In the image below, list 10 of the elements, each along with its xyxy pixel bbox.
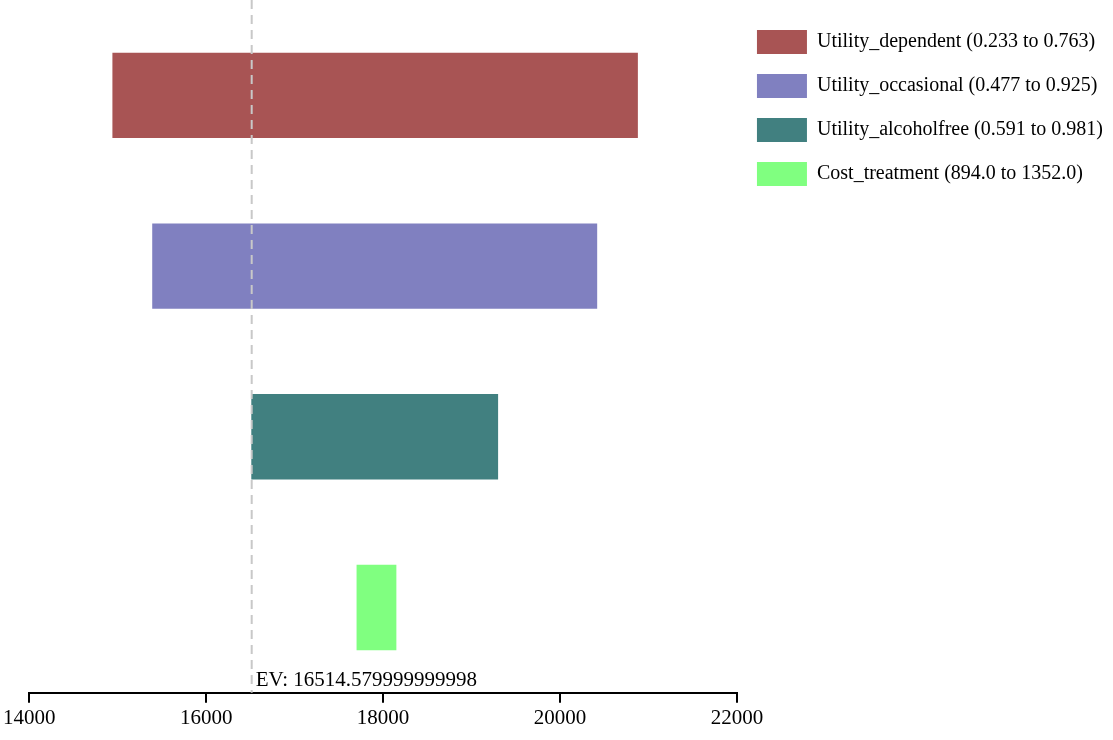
legend-label: Utility_dependent (0.233 to 0.763) bbox=[816, 29, 1096, 53]
x-tick-label: 14000 bbox=[3, 704, 56, 729]
legend-label: Utility_alcoholfree (0.591 to 0.981) bbox=[816, 117, 1103, 141]
legend-label: Utility_occasional (0.477 to 0.925) bbox=[816, 73, 1098, 97]
legend-label: Cost_treatment (894.0 to 1352.0) bbox=[816, 161, 1084, 185]
x-tick-label: 16000 bbox=[179, 704, 233, 729]
x-tick-label: 20000 bbox=[533, 704, 587, 729]
ref-line-label: EV: 16514.579999999998 bbox=[255, 666, 477, 691]
x-tick-label: 22000 bbox=[710, 704, 764, 729]
x-tick-label: 18000 bbox=[356, 704, 410, 729]
